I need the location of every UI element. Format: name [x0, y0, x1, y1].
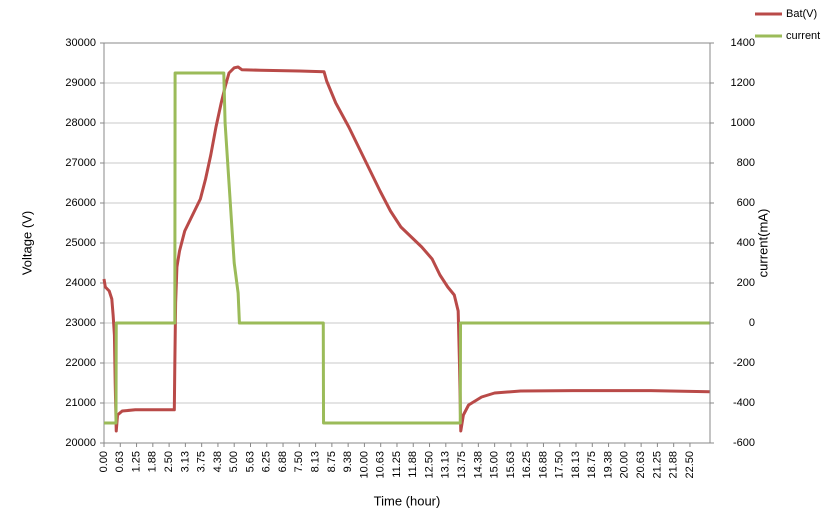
y2-tick-label: -400: [733, 397, 755, 409]
y2-tick-label: 600: [737, 197, 755, 209]
x-tick-label: 19.38: [602, 451, 614, 479]
y2-tick-label: 0: [749, 317, 755, 329]
x-tick-label: 5.63: [244, 451, 256, 472]
x-tick-label: 22.50: [684, 451, 696, 479]
x-tick-label: 3.75: [196, 451, 208, 472]
x-tick-label: 13.75: [456, 451, 468, 479]
x-tick-label: 11.88: [407, 451, 419, 478]
y-tick-label: 28000: [65, 117, 96, 129]
x-tick-label: 20.00: [619, 451, 631, 479]
y2-tick-label: 1400: [731, 37, 755, 49]
x-tick-label: 16.25: [521, 451, 533, 479]
y-tick-label: 23000: [65, 317, 96, 329]
y2-tick-label: 1000: [731, 117, 755, 129]
y2-tick-label: 1200: [731, 77, 755, 89]
x-tick-label: 11.25: [391, 451, 403, 478]
y2-tick-label: -600: [733, 437, 755, 449]
y-tick-label: 26000: [65, 197, 96, 209]
series-line: [104, 71, 710, 425]
x-tick-label: 8.13: [309, 451, 321, 472]
y2-tick-label: 400: [737, 237, 755, 249]
y2-axis-title: current(mA): [755, 209, 770, 278]
x-tick-label: 14.38: [472, 451, 484, 479]
y2-tick-label: -200: [733, 357, 755, 369]
x-tick-label: 18.75: [586, 451, 598, 479]
x-tick-label: 5.00: [228, 451, 240, 472]
x-tick-label: 2.50: [163, 451, 175, 472]
x-axis-title: Time (hour): [374, 493, 441, 508]
y-tick-label: 25000: [65, 237, 96, 249]
y2-tick-label: 800: [737, 157, 755, 169]
x-tick-label: 1.25: [130, 451, 142, 472]
x-tick-label: 16.88: [537, 451, 549, 479]
x-tick-label: 21.25: [651, 451, 663, 479]
legend-label: current: [786, 30, 820, 42]
x-tick-label: 3.13: [179, 451, 191, 472]
y2-tick-label: 200: [737, 277, 755, 289]
y-tick-label: 21000: [65, 397, 96, 409]
x-tick-label: 15.63: [505, 451, 517, 479]
x-tick-label: 13.13: [440, 451, 452, 479]
x-tick-label: 10.63: [375, 451, 387, 479]
x-tick-label: 1.88: [147, 451, 159, 472]
y-tick-label: 27000: [65, 157, 96, 169]
y-tick-label: 22000: [65, 357, 96, 369]
legend-label: Bat(V): [786, 8, 817, 20]
y-tick-label: 30000: [65, 37, 96, 49]
x-tick-label: 17.50: [554, 451, 566, 479]
x-tick-label: 8.75: [326, 451, 338, 472]
y-tick-label: 29000: [65, 77, 96, 89]
x-tick-label: 15.00: [489, 451, 501, 479]
x-tick-label: 20.63: [635, 451, 647, 479]
x-tick-label: 10.00: [358, 451, 370, 479]
x-tick-label: 4.38: [212, 451, 224, 472]
y-tick-label: 24000: [65, 277, 96, 289]
x-tick-label: 18.13: [570, 451, 582, 479]
x-tick-label: 0.63: [114, 451, 126, 472]
x-tick-label: 12.50: [423, 451, 435, 479]
plot-frame: [103, 42, 711, 444]
x-tick-label: 9.38: [342, 451, 354, 472]
x-tick-label: 0.00: [98, 451, 110, 472]
x-tick-label: 21.88: [668, 451, 680, 479]
x-tick-label: 6.25: [261, 451, 273, 472]
x-tick-label: 6.88: [277, 451, 289, 472]
x-tick-label: 7.50: [293, 451, 305, 472]
y-tick-label: 20000: [65, 437, 96, 449]
series-line: [102, 65, 710, 433]
y-axis-title: Voltage (V): [19, 211, 34, 275]
